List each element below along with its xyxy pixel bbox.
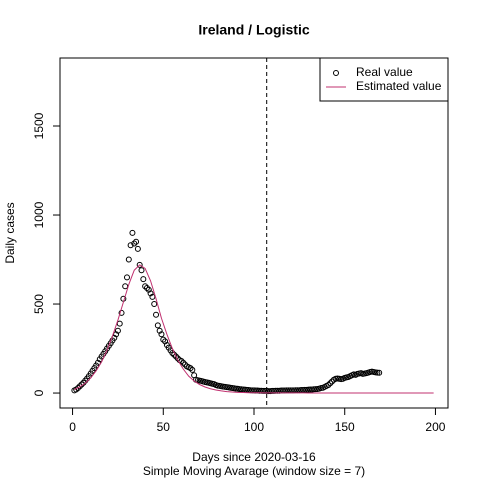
estimated-line (74, 264, 434, 394)
data-point (151, 301, 158, 308)
data-point (180, 359, 187, 366)
subtitle: Simple Moving Avarage (window size = 7) (143, 464, 365, 478)
data-point (118, 309, 125, 316)
data-point (140, 276, 147, 283)
x-tick-label: 100 (244, 420, 264, 434)
legend-label: Estimated value (356, 79, 442, 93)
data-point (178, 358, 185, 365)
data-point (172, 353, 179, 360)
legend-box (319, 57, 449, 102)
y-tick-label: 0 (32, 389, 46, 396)
data-point (116, 320, 123, 327)
data-point (136, 261, 143, 268)
data-point (160, 336, 167, 343)
y-tick-label: 500 (32, 294, 46, 314)
x-axis-label: Days since 2020-03-16 (192, 450, 316, 464)
legend-swatch (333, 70, 339, 76)
data-point (134, 245, 141, 252)
data-point (125, 256, 132, 263)
x-tick-label: 50 (157, 420, 171, 434)
data-point (189, 366, 196, 373)
data-point (142, 283, 149, 290)
plot-frame (59, 57, 449, 409)
data-point (187, 365, 194, 372)
data-point (153, 311, 160, 318)
y-tick-label: 1000 (32, 201, 46, 228)
data-point (138, 267, 145, 274)
y-tick-label: 1500 (32, 112, 46, 139)
chart-title: Ireland / Logistic (198, 22, 309, 38)
data-point (114, 327, 121, 334)
data-point (74, 385, 81, 392)
data-point (154, 322, 161, 329)
data-point (129, 229, 136, 236)
data-point (131, 240, 138, 247)
x-tick-label: 150 (335, 420, 355, 434)
data-point (123, 274, 130, 281)
data-point (149, 293, 156, 300)
data-point (158, 331, 165, 338)
x-tick-label: 0 (69, 420, 76, 434)
data-point (325, 382, 332, 389)
data-point (76, 383, 83, 390)
data-point (376, 369, 383, 376)
data-point (327, 380, 334, 387)
data-point (122, 283, 129, 290)
data-point (133, 238, 140, 245)
x-tick-label: 200 (425, 420, 445, 434)
legend-label: Real value (356, 65, 413, 79)
y-axis-label: Daily cases (3, 202, 17, 263)
data-point (143, 285, 150, 292)
